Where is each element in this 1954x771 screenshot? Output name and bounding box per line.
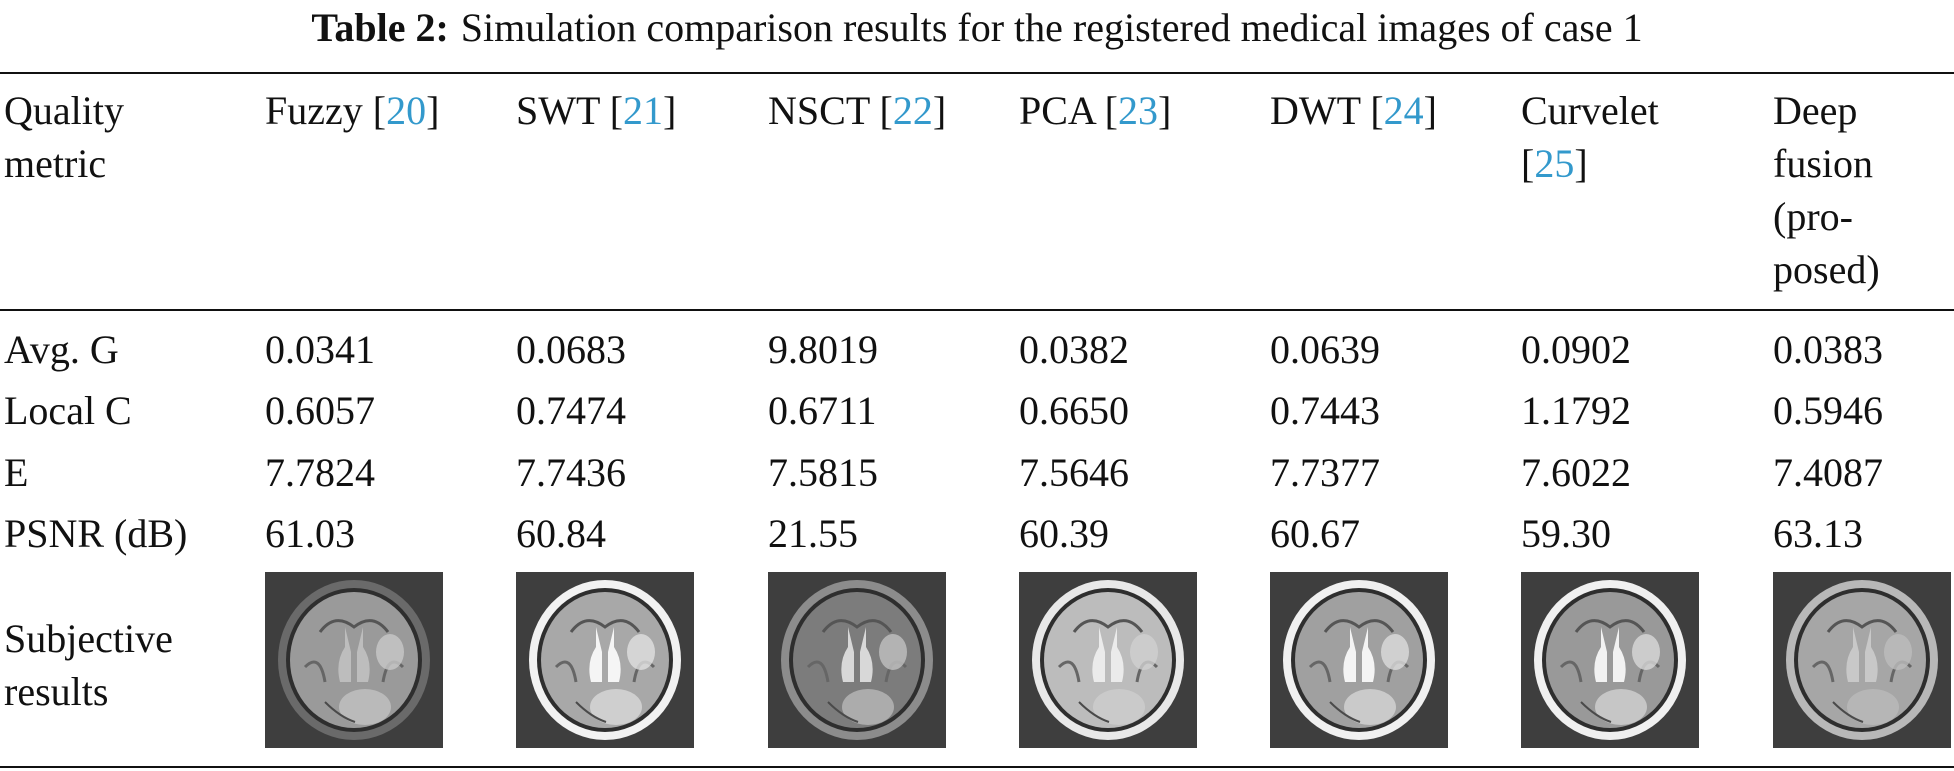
table-cell: 7.4087 [1773,450,1883,495]
reference-link[interactable]: 22 [892,88,933,133]
table-cell: 7.7436 [516,450,626,495]
table-cell: 61.03 [265,511,355,556]
table-cell: 0.0639 [1270,327,1380,372]
reference-link[interactable]: 21 [623,88,664,133]
table-title: Simulation comparison results for the re… [460,5,1643,50]
reference-link[interactable]: 24 [1383,88,1424,133]
subjective-results-label: Subjective results [4,616,173,714]
table-cell: 0.0341 [265,327,375,372]
table-cell: 0.5946 [1773,388,1883,433]
table-cell: 60.67 [1270,511,1360,556]
header-metric-line2: metric [4,141,107,186]
header-dwt: DWT [24] [1270,88,1437,133]
row-metric-label: PSNR (dB) [4,511,188,556]
table-cell: 0.6650 [1019,388,1129,433]
header-rule [0,309,1954,311]
table-cell: 0.6711 [768,388,877,433]
table-cell: 7.6022 [1521,450,1631,495]
header-nsct: NSCT [22] [768,88,947,133]
table-cell: 60.84 [516,511,606,556]
table-caption: Table 2: Simulation comparison results fo… [0,2,1954,58]
table-cell: 0.7474 [516,388,626,433]
table-cell: 0.0683 [516,327,626,372]
header-metric-line1: Quality [4,88,124,133]
table-cell: 7.5646 [1019,450,1129,495]
mri-brain-image [265,572,443,748]
table-cell: 7.7377 [1270,450,1380,495]
mri-brain-image [768,572,946,748]
mri-brain-image [1773,572,1951,748]
reference-link[interactable]: 25 [1534,141,1575,186]
reference-link[interactable]: 20 [386,88,427,133]
row-metric-label: Avg. G [4,327,119,372]
top-rule [0,72,1954,74]
mri-brain-image [1270,572,1448,748]
header-swt: SWT [21] [516,88,677,133]
reference-link[interactable]: 23 [1117,88,1158,133]
table-cell: 21.55 [768,511,858,556]
mri-brain-image [516,572,694,748]
header-fuzzy: Fuzzy [20] [265,88,440,133]
table-cell: 7.5815 [768,450,878,495]
row-metric-label: E [4,450,29,495]
table-cell: 9.8019 [768,327,878,372]
table-cell: 59.30 [1521,511,1611,556]
table-number: Table 2: [311,5,449,50]
table-cell: 0.0383 [1773,327,1883,372]
table-cell: 0.0902 [1521,327,1631,372]
header-curvelet: Curvelet [25] [1521,88,1659,186]
table-cell: 60.39 [1019,511,1109,556]
mri-brain-image [1019,572,1197,748]
table-cell: 1.1792 [1521,388,1631,433]
mri-brain-image [1521,572,1699,748]
header-deep-fusion: Deep fusion (pro- posed) [1773,88,1880,292]
header-pca: PCA [23] [1019,88,1172,133]
bottom-rule [0,766,1954,768]
table-cell: 63.13 [1773,511,1863,556]
table-cell: 0.6057 [265,388,375,433]
table-cell: 0.0382 [1019,327,1129,372]
row-metric-label: Local C [4,388,132,433]
header-quality-metric: Quality metric [4,84,124,190]
table-cell: 7.7824 [265,450,375,495]
table-cell: 0.7443 [1270,388,1380,433]
